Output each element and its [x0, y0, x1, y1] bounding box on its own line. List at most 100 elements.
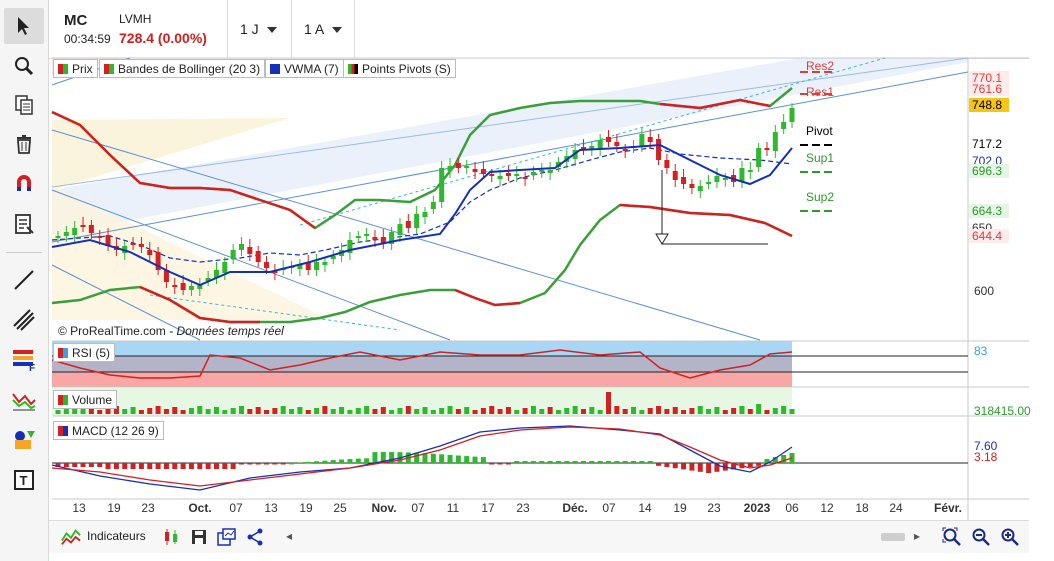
- volume-bar: [722, 410, 728, 414]
- candle: [247, 247, 253, 254]
- volume-bar: [622, 409, 628, 414]
- candles-icon[interactable]: [161, 527, 181, 547]
- macd-bar: [447, 454, 453, 463]
- price-chip: 761.6: [969, 82, 1009, 96]
- indicators-icon[interactable]: [61, 527, 81, 547]
- volume-bar: [414, 409, 420, 414]
- macd-bar: [564, 461, 570, 463]
- legend-rsi-label: RSI (5): [72, 345, 111, 360]
- magnet-icon[interactable]: [4, 166, 44, 202]
- save-icon[interactable]: [189, 527, 209, 547]
- macd-bar: [414, 452, 420, 463]
- volume-bar: [322, 406, 328, 414]
- volume-bar: [772, 408, 778, 414]
- macd-bar: [205, 463, 211, 469]
- export-icon[interactable]: [217, 527, 237, 547]
- macd-bar: [472, 456, 478, 463]
- macd-bar: [88, 463, 94, 467]
- volume-bar: [63, 408, 69, 414]
- volume-bar: [505, 407, 511, 414]
- macd-bar: [222, 463, 228, 469]
- volume-bar: [289, 409, 295, 414]
- candle: [364, 234, 370, 236]
- candle: [681, 177, 687, 184]
- channel-tool-icon[interactable]: [4, 302, 44, 338]
- legend-pivots-label: Points Pivots (S): [362, 61, 451, 76]
- volume-bar: [97, 410, 103, 414]
- legend-macd[interactable]: MACD (12 26 9): [53, 421, 164, 440]
- zoom-icon[interactable]: [4, 48, 44, 84]
- watermark: © ProRealTime.com - Données temps réel: [58, 324, 284, 338]
- candle: [781, 122, 787, 129]
- interval-dropdown[interactable]: 1 J: [240, 21, 277, 37]
- macd-bar: [614, 461, 620, 463]
- candle: [614, 142, 620, 146]
- volume-bar: [222, 410, 228, 414]
- candle: [314, 262, 320, 270]
- zoom-out-icon[interactable]: [971, 527, 991, 547]
- time-label: 00:34:59: [64, 32, 111, 46]
- legend-price[interactable]: Prix: [53, 59, 98, 78]
- candle: [97, 236, 103, 238]
- fibonacci-icon[interactable]: F: [4, 342, 44, 378]
- volume-bar: [697, 406, 703, 414]
- legend-volume[interactable]: Volume: [53, 390, 118, 409]
- shapes-icon[interactable]: [4, 422, 44, 458]
- share-icon[interactable]: [245, 527, 265, 547]
- candle: [689, 184, 695, 188]
- macd-bar: [297, 462, 303, 464]
- candle: [163, 270, 169, 282]
- cursor-icon[interactable]: [4, 8, 44, 44]
- vwma-swatch: [270, 63, 280, 74]
- macd-bar: [314, 461, 320, 463]
- candle: [439, 168, 445, 202]
- copy-icon[interactable]: [4, 87, 44, 123]
- legend-vwma[interactable]: VWMA (7): [265, 59, 344, 78]
- line-tool-icon[interactable]: [4, 262, 44, 298]
- legend-rsi[interactable]: RSI (5): [53, 343, 116, 362]
- rsi-value: 83: [974, 344, 988, 358]
- volume-shade: [52, 388, 792, 416]
- range-value: 1 A: [304, 21, 325, 37]
- macd-bar: [230, 463, 236, 469]
- scrollbar-thumb[interactable]: [881, 533, 905, 541]
- volume-bar: [564, 408, 570, 414]
- macd-signal: [51, 426, 793, 487]
- indicators-button[interactable]: Indicateurs: [87, 529, 146, 543]
- vwma-line: [51, 143, 793, 287]
- macd-bar: [63, 463, 69, 467]
- candle: [230, 250, 236, 259]
- trash-icon[interactable]: [4, 126, 44, 162]
- watermark-source: © ProRealTime.com: [58, 324, 166, 338]
- macd-bar: [188, 463, 194, 469]
- scroll-left-icon[interactable]: ◂: [286, 529, 293, 543]
- legend-price-label: Prix: [72, 61, 93, 76]
- macd-bar: [330, 460, 336, 463]
- volume-bar: [606, 392, 611, 414]
- legend-bollinger[interactable]: Bandes de Bollinger (20 3): [99, 59, 266, 78]
- text-tool-icon[interactable]: T: [4, 462, 44, 498]
- macd-bar: [255, 463, 261, 465]
- indicator-tool-icon[interactable]: [4, 382, 44, 418]
- volume-bar: [681, 410, 687, 414]
- candle: [305, 262, 311, 270]
- volume-bar: [764, 410, 770, 414]
- properties-icon[interactable]: [4, 206, 44, 242]
- macd-bar: [197, 463, 203, 469]
- candle: [63, 232, 69, 236]
- volume-bar: [297, 407, 303, 414]
- range-dropdown[interactable]: 1 A: [304, 21, 343, 37]
- bollinger-upper-red2: [659, 98, 771, 110]
- macd-bar: [422, 453, 428, 463]
- legend-pivots[interactable]: Points Pivots (S): [343, 59, 456, 78]
- volume-bar: [105, 408, 111, 414]
- macd-bar: [505, 463, 511, 465]
- scroll-right-icon[interactable]: ▸: [914, 529, 921, 543]
- zoom-fit-icon[interactable]: [942, 527, 962, 547]
- macd-bar: [172, 463, 178, 469]
- zoom-in-icon[interactable]: [1000, 527, 1020, 547]
- price-chip: 696.3: [969, 164, 1009, 178]
- candle: [647, 137, 653, 142]
- macd-bar: [672, 463, 678, 469]
